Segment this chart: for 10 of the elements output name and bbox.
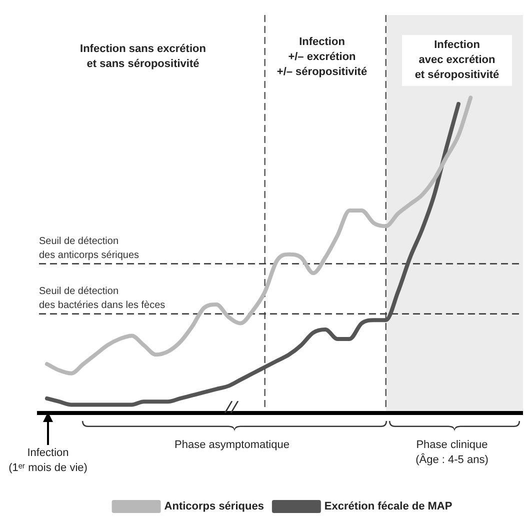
text: Infection avec excrétion et séropositivité <box>402 38 512 83</box>
text: Phase asymptomatique <box>174 438 290 453</box>
legend-label: Anticorps sériques <box>164 500 264 513</box>
text: Infection +/– excrétion +/– séropositivité <box>276 35 368 80</box>
ref-line-label: Seuil de détection des anticorps sériques <box>39 236 140 261</box>
legend-label: Excrétion fécale de MAP <box>324 500 452 513</box>
text: Infection sans excrétion et sans séropositivité <box>79 42 207 72</box>
text: Phase clinique (Âge : 4-5 ans) <box>414 438 490 468</box>
text: Infection (1ᵉʳ mois de vie) <box>8 446 88 476</box>
ref-line-label: Seuil de détection des bactéries dans les fèces <box>39 286 166 311</box>
